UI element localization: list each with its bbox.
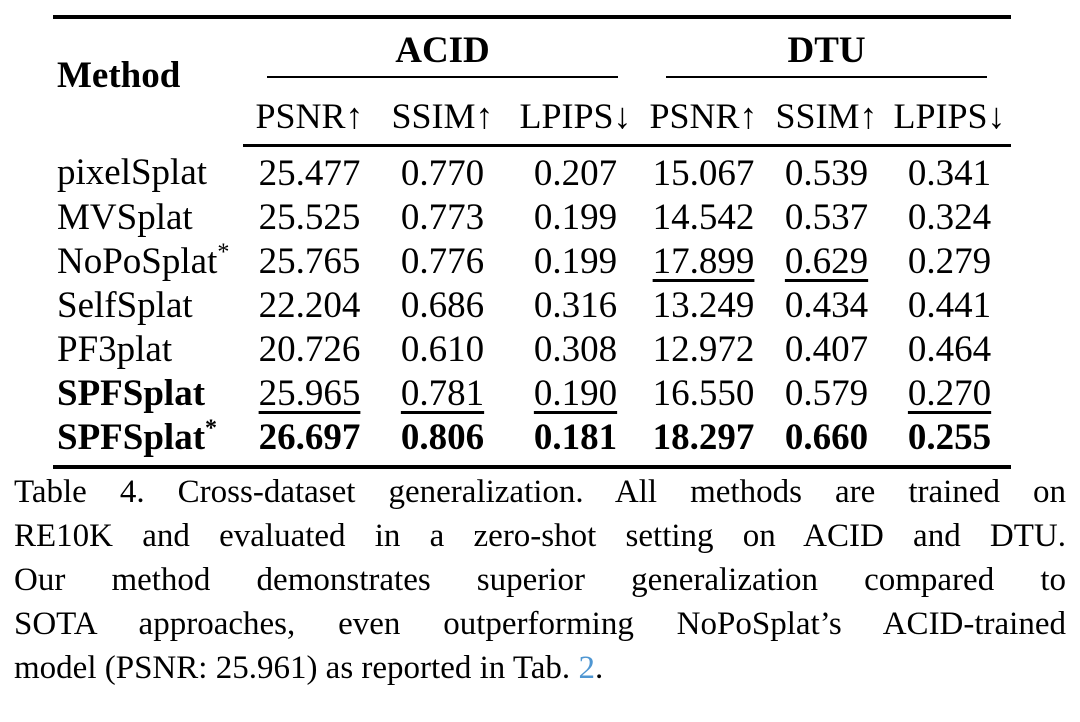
metric-value: 16.550 [652, 373, 755, 414]
metric-header-dtu-ssim: SSIM↑ [765, 78, 889, 147]
metric-value: 0.660 [784, 417, 869, 458]
metric-value: 0.776 [400, 241, 485, 282]
metric-value: 14.542 [652, 197, 755, 238]
table-row-pf3plat: PF3plat 20.726 0.610 0.308 12.972 0.407 … [53, 328, 1011, 372]
caption-line-last: model (PSNR: 25.961) as reported in Tab.… [14, 646, 1066, 690]
metric-value: 13.249 [652, 285, 755, 326]
method-name: MVSplat [57, 197, 193, 238]
method-name: PF3plat [57, 329, 173, 370]
metric-value: 17.899 [652, 241, 755, 282]
results-table: Method ACID DTU PSNR↑ SSIM↑ LPIPS↓ PSNR↑… [53, 19, 1012, 465]
table-row-spfsplat: SPFSplat 25.965 0.781 0.190 16.550 0.579… [53, 372, 1011, 416]
table-row-noposplat: NoPoSplat* 25.765 0.776 0.199 17.899 0.6… [53, 240, 1011, 284]
metric-value: 0.537 [784, 197, 869, 238]
metric-value: 0.610 [400, 329, 485, 370]
metric-value: 0.579 [784, 373, 869, 414]
table-row-spfsplat-star: SPFSplat* 26.697 0.806 0.181 18.297 0.66… [53, 416, 1011, 465]
metric-value: 0.181 [533, 417, 618, 458]
metric-value: 0.686 [400, 285, 485, 326]
table-row-pixelsplat: pixelSplat 25.477 0.770 0.207 15.067 0.5… [53, 146, 1011, 197]
metric-value: 0.781 [400, 373, 485, 414]
metric-value: 0.279 [907, 241, 992, 282]
metric-value: 0.539 [784, 153, 869, 194]
metric-value: 0.464 [907, 329, 992, 370]
group-header-acid: ACID [243, 19, 642, 78]
metric-header-acid-ssim: SSIM↑ [376, 78, 509, 147]
metric-value: 0.199 [533, 197, 618, 238]
group-header-row: Method ACID DTU [53, 19, 1011, 96]
metric-value: 22.204 [258, 285, 361, 326]
metric-value: 0.270 [907, 373, 992, 414]
method-name: SelfSplat [57, 285, 193, 326]
metric-value: 25.965 [258, 373, 361, 414]
metric-value: 0.806 [400, 417, 485, 458]
table-row-selfsplat: SelfSplat 22.204 0.686 0.316 13.249 0.43… [53, 284, 1011, 328]
method-superscript: * [205, 415, 218, 442]
metric-value: 12.972 [652, 329, 755, 370]
metric-value: 0.341 [907, 153, 992, 194]
metric-header-dtu-psnr: PSNR↑ [642, 78, 766, 147]
caption-line: SOTA approaches, even outperforming NoPo… [14, 606, 1066, 642]
metric-value: 15.067 [652, 153, 755, 194]
metric-value: 0.255 [907, 417, 992, 458]
method-name: pixelSplat [57, 152, 208, 194]
method-column-header: Method [57, 54, 181, 96]
metric-value: 0.190 [533, 373, 618, 414]
caption-line: Our method demonstrates superior general… [14, 562, 1066, 598]
caption-final-period: . [594, 650, 604, 686]
method-name: NoPoSplat* [57, 239, 230, 282]
table-row-mvsplat: MVSplat 25.525 0.773 0.199 14.542 0.537 … [53, 196, 1011, 240]
results-table-container: Method ACID DTU PSNR↑ SSIM↑ LPIPS↓ PSNR↑… [53, 15, 1012, 469]
metric-value: 25.765 [258, 241, 361, 282]
metric-value: 25.525 [258, 197, 361, 238]
metric-value: 0.308 [533, 329, 618, 370]
metric-value: 0.773 [400, 197, 485, 238]
table-reference-link[interactable]: 2 [578, 650, 595, 686]
metric-value: 0.316 [533, 285, 618, 326]
caption-line: Table 4. Cross-dataset generalization. A… [14, 474, 1066, 510]
method-superscript: * [217, 239, 230, 266]
metric-value: 0.629 [784, 241, 869, 282]
acid-group-rule [267, 76, 619, 78]
group-label-dtu: DTU [787, 30, 866, 71]
table-caption: Table 4. Cross-dataset generalization. A… [14, 470, 1066, 690]
metric-value: 26.697 [258, 417, 361, 458]
metric-header-dtu-lpips: LPIPS↓ [888, 78, 1012, 147]
metric-header-acid-lpips: LPIPS↓ [509, 78, 643, 147]
metric-value: 0.324 [907, 197, 992, 238]
group-header-dtu: DTU [642, 19, 1011, 78]
metric-header-row: PSNR↑ SSIM↑ LPIPS↓ PSNR↑ SSIM↑ LPIPS↓ [53, 78, 1012, 147]
metric-value: 0.441 [907, 285, 992, 326]
caption-last-line-text: model (PSNR: 25.961) as reported in Tab. [14, 650, 579, 686]
metric-value: 0.407 [784, 329, 869, 370]
metric-value: 0.434 [784, 285, 869, 326]
metric-value: 0.207 [533, 153, 618, 194]
metric-value: 0.199 [533, 241, 618, 282]
group-label-acid: ACID [395, 30, 490, 71]
metric-value: 25.477 [258, 153, 361, 194]
metric-value: 18.297 [652, 417, 755, 458]
metric-value: 20.726 [258, 329, 361, 370]
method-name: SPFSplat [57, 373, 206, 414]
metric-value: 0.770 [400, 153, 485, 194]
dtu-group-rule [666, 76, 988, 78]
caption-line: RE10K and evaluated in a zero-shot setti… [14, 518, 1066, 554]
method-name: SPFSplat* [57, 415, 218, 458]
metric-header-acid-psnr: PSNR↑ [243, 78, 376, 147]
